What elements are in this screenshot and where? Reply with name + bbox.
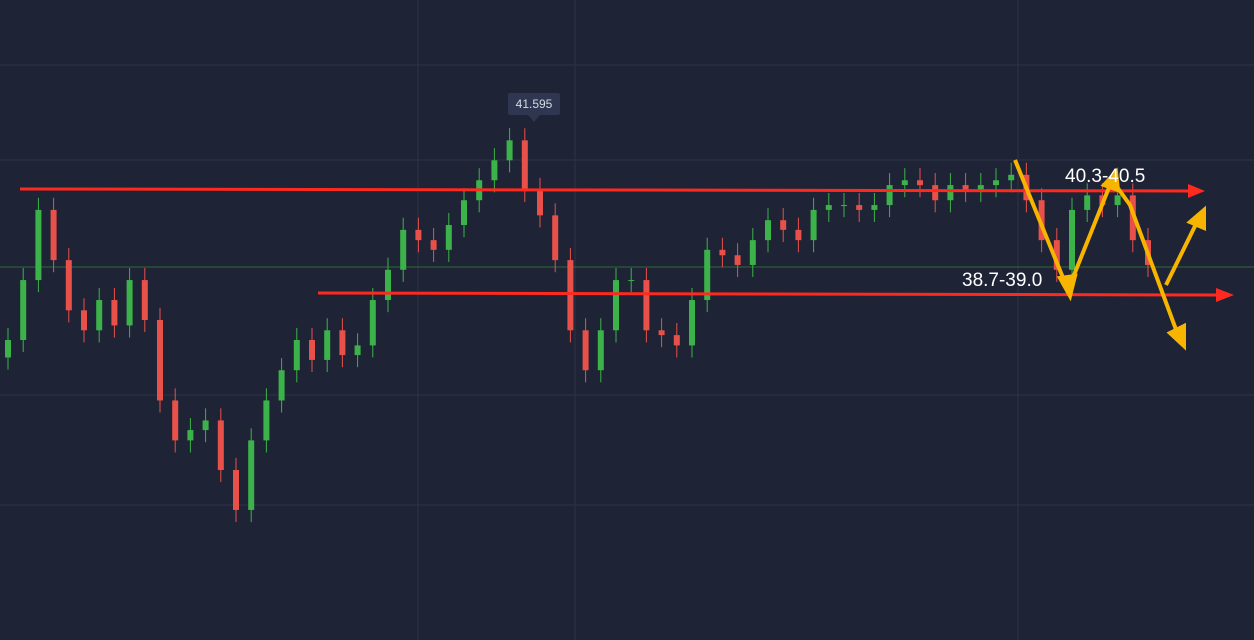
candle-body	[613, 280, 619, 331]
candle-body	[795, 229, 802, 241]
candle-body	[582, 330, 589, 371]
candle-body	[780, 220, 787, 230]
candle-body	[689, 300, 695, 346]
candle-body	[35, 209, 42, 281]
annotation: 38.7-39.0	[962, 270, 1042, 291]
candle-body	[65, 260, 72, 311]
candle-body	[400, 229, 407, 270]
candle-body	[415, 229, 422, 241]
candle-body	[673, 335, 680, 346]
candle-body	[81, 310, 87, 331]
candle-body	[628, 280, 635, 282]
candle-body	[810, 209, 817, 241]
candle-body	[385, 269, 391, 301]
candle-body	[445, 225, 452, 250]
peak-tooltip: 41.595	[508, 93, 560, 122]
candle-body	[324, 330, 331, 360]
candle-body	[202, 420, 209, 431]
candle-body	[217, 420, 224, 471]
candle-body	[917, 180, 923, 186]
candle-body	[521, 140, 528, 190]
candle-body	[187, 430, 194, 441]
candle-body	[233, 470, 239, 510]
candle-body	[369, 300, 376, 346]
candle-body	[430, 240, 437, 250]
candle-body	[1053, 240, 1060, 270]
candle-body	[765, 220, 771, 241]
candle-body	[278, 370, 285, 401]
candle-body	[886, 185, 893, 206]
candle-body	[901, 180, 908, 186]
candle-body	[339, 330, 346, 356]
candle-body	[749, 240, 756, 265]
candle-body	[141, 280, 148, 320]
candle-body	[1084, 195, 1091, 210]
annotation: 40.3-40.5	[1065, 166, 1145, 187]
candle-body	[50, 209, 57, 261]
peak-label: 41.595	[516, 97, 553, 111]
candle-body	[658, 330, 665, 336]
candle-body	[172, 400, 179, 441]
candle-body	[871, 205, 878, 210]
candle-body	[734, 255, 741, 265]
candle-body	[977, 185, 984, 190]
candle-body	[5, 339, 11, 358]
candle-body	[719, 249, 726, 256]
candles	[5, 127, 1151, 523]
candle-body	[126, 280, 133, 326]
candle-body	[20, 280, 27, 340]
candle-body	[537, 189, 543, 216]
candle-body	[111, 300, 118, 326]
candle-body	[1069, 209, 1075, 270]
candle-body	[248, 440, 255, 510]
candle-body	[293, 339, 300, 371]
candle-body	[704, 249, 711, 301]
candle-body	[491, 160, 498, 181]
candle-body	[643, 280, 650, 331]
candle-body	[354, 345, 361, 356]
candle-body	[461, 200, 467, 226]
candle-body	[157, 320, 163, 401]
candle-body	[841, 205, 847, 207]
candle-body	[962, 185, 969, 190]
candle-body	[1008, 174, 1015, 181]
level-arrows	[19, 184, 1234, 302]
forecast-arrows	[1013, 159, 1206, 351]
candle-body	[825, 205, 832, 210]
candle-body	[993, 180, 999, 186]
candle-body	[552, 215, 559, 261]
candle-body	[932, 185, 939, 201]
candle-body	[856, 205, 863, 210]
candle-body	[96, 300, 103, 331]
candle-body	[1114, 195, 1121, 206]
candle-body	[947, 185, 954, 201]
candle-body	[309, 339, 315, 360]
candle-body	[263, 400, 270, 441]
candle-body	[567, 260, 574, 331]
candle-body	[506, 140, 513, 161]
candle-body	[597, 330, 604, 371]
